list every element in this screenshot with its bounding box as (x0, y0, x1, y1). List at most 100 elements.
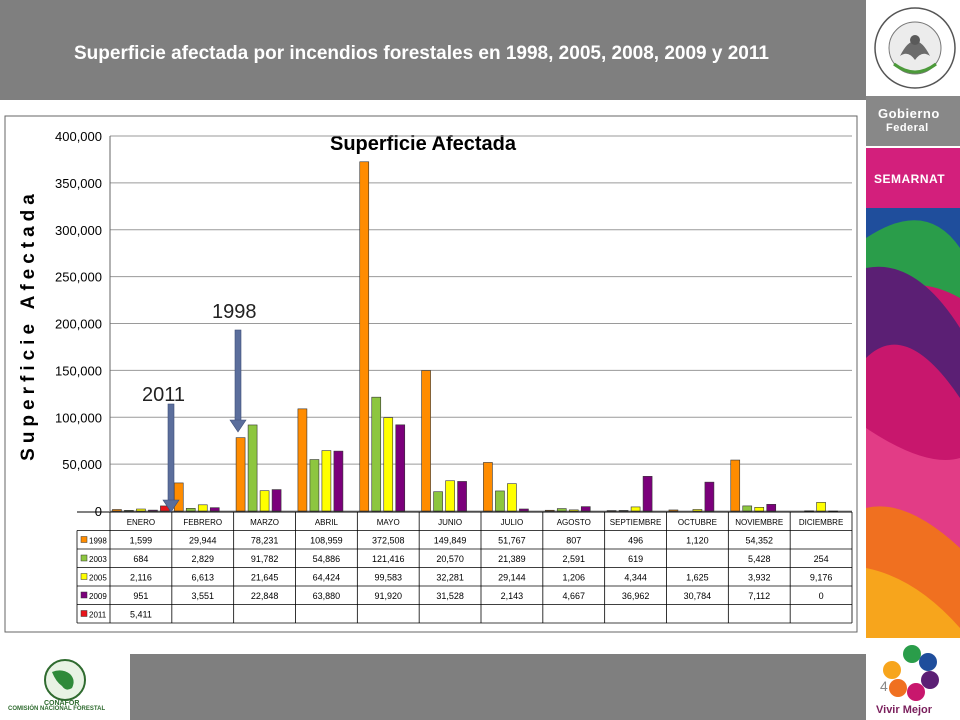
bar-2009-marzo (271, 489, 282, 512)
legend-swatch-1998 (80, 536, 88, 543)
bar-1998-abril (297, 408, 308, 512)
gobierno-label: Gobierno (878, 106, 940, 121)
arrow-2011-head (162, 499, 180, 513)
data-label: 3,551 (191, 591, 214, 601)
data-label: 21,389 (498, 554, 526, 564)
data-label: 1,599 (130, 536, 153, 546)
y-tick-label: 350,000 (55, 176, 102, 191)
y-tick-label: 300,000 (55, 223, 102, 238)
data-label: 0 (819, 591, 824, 601)
bar-1998-julio (483, 462, 493, 512)
chart-frame-border (4, 115, 858, 633)
data-label: 149,849 (434, 536, 467, 546)
data-label: 1,120 (686, 536, 709, 546)
y-tick-label: 100,000 (55, 410, 102, 425)
category-label: OCTUBRE (678, 518, 717, 527)
bar-2005-enero (136, 508, 146, 512)
conafor-logo-icon (44, 659, 86, 701)
y-tick-label: 50,000 (62, 457, 102, 472)
conafor-logo-area: CONAFOR COMISIÓN NACIONAL FORESTAL (0, 654, 130, 720)
category-label: NOVIEMBRE (735, 518, 783, 527)
bar-2009-abril (333, 450, 344, 512)
federal-label: Federal (886, 122, 929, 134)
category-label: ENERO (127, 518, 155, 527)
vivir-mejor-flower-icon (883, 645, 939, 701)
y-tick-label: 250,000 (55, 270, 102, 285)
bar-2003-noviembre (742, 505, 753, 512)
data-label: 4,667 (562, 591, 585, 601)
vivir-mejor-logo-area: 4 Vivir Mejor (866, 640, 960, 720)
category-label: AGOSTO (557, 518, 591, 527)
bar-1998-noviembre (730, 459, 741, 512)
data-label: 91,782 (251, 554, 279, 564)
data-label: 684 (133, 554, 148, 564)
y-axis-label: Superficie Afectada (18, 189, 39, 461)
decorative-shapes (866, 208, 960, 638)
bar-2005-mayo (383, 417, 394, 512)
bar-2005-febrero (197, 504, 208, 512)
y-tick-label: 200,000 (55, 317, 102, 332)
data-label: 1,625 (686, 573, 709, 583)
bar-2003-marzo (247, 424, 258, 512)
gobierno-federal-banner: Gobierno Federal (866, 96, 960, 146)
vivir-mejor-label: Vivir Mejor (876, 704, 933, 716)
data-label: 51,767 (498, 536, 526, 546)
bar-2005-noviembre (754, 507, 765, 512)
bar-2009-octubre (704, 481, 715, 512)
data-label: 64,424 (313, 573, 341, 583)
data-label: 254 (814, 554, 829, 564)
bar-2003-mayo (371, 396, 382, 512)
bar-2005-junio (445, 480, 455, 512)
bar-2005-marzo (259, 490, 270, 512)
data-label: 2,591 (562, 554, 585, 564)
bar-2009-junio (457, 481, 467, 512)
conafor-short-label: CONAFOR (44, 700, 80, 707)
data-label: 121,416 (372, 554, 405, 564)
category-label: ABRIL (315, 518, 339, 527)
footer-bar (130, 654, 866, 720)
annotation-2011-label: 2011 (142, 384, 186, 406)
legend-swatch-2005 (80, 573, 88, 580)
page-number: 4 (880, 678, 888, 694)
data-label: 9,176 (810, 573, 833, 583)
data-label: 36,962 (622, 591, 650, 601)
bar-1998-mayo (359, 161, 370, 512)
data-label: 20,570 (436, 554, 464, 564)
data-label: 5,428 (748, 554, 771, 564)
arrow-1998-shaft (234, 329, 242, 423)
data-label: 2,143 (501, 591, 524, 601)
chart-svg: Superficie Afectada Superficie Afectada 0 5… (4, 115, 858, 633)
bar-1998-febrero (173, 482, 184, 512)
bar-2009-julio (519, 508, 529, 512)
semarnat-banner: SEMARNAT (866, 148, 960, 208)
page-title: Superficie afectada por incendios forest… (74, 43, 769, 64)
data-label: 496 (628, 536, 643, 546)
bar-1998-agosto (544, 509, 555, 512)
bar-2003-junio (433, 491, 443, 512)
y-tick-label: 400,000 (55, 129, 102, 144)
legend-swatch-2003 (80, 554, 88, 562)
bar-2005-diciembre (816, 502, 826, 512)
category-label: SEPTIEMBRE (610, 518, 662, 527)
data-label: 3,932 (748, 573, 771, 583)
bar-1998-enero (112, 509, 122, 512)
data-label: 619 (628, 554, 643, 564)
data-label: 21,645 (251, 573, 279, 583)
bar-2005-abril (321, 450, 332, 512)
mexico-seal-icon (874, 7, 956, 89)
semarnat-label: SEMARNAT (874, 172, 946, 186)
category-label: JULIO (501, 518, 524, 527)
bar-1998-septiembre (606, 510, 617, 512)
chart-area (0, 100, 866, 654)
data-label: 5,411 (130, 610, 152, 620)
bar-2005-septiembre (630, 506, 641, 512)
data-label: 6,613 (191, 573, 214, 583)
data-label: 108,959 (310, 536, 343, 546)
data-label: 29,144 (498, 573, 526, 583)
bar-1998-octubre (668, 509, 679, 512)
category-label: MAYO (377, 518, 400, 527)
data-label: 2,829 (191, 554, 214, 564)
bar-2005-octubre (692, 509, 703, 512)
data-label: 1,206 (562, 573, 585, 583)
legend-label: 2003 (89, 555, 107, 564)
